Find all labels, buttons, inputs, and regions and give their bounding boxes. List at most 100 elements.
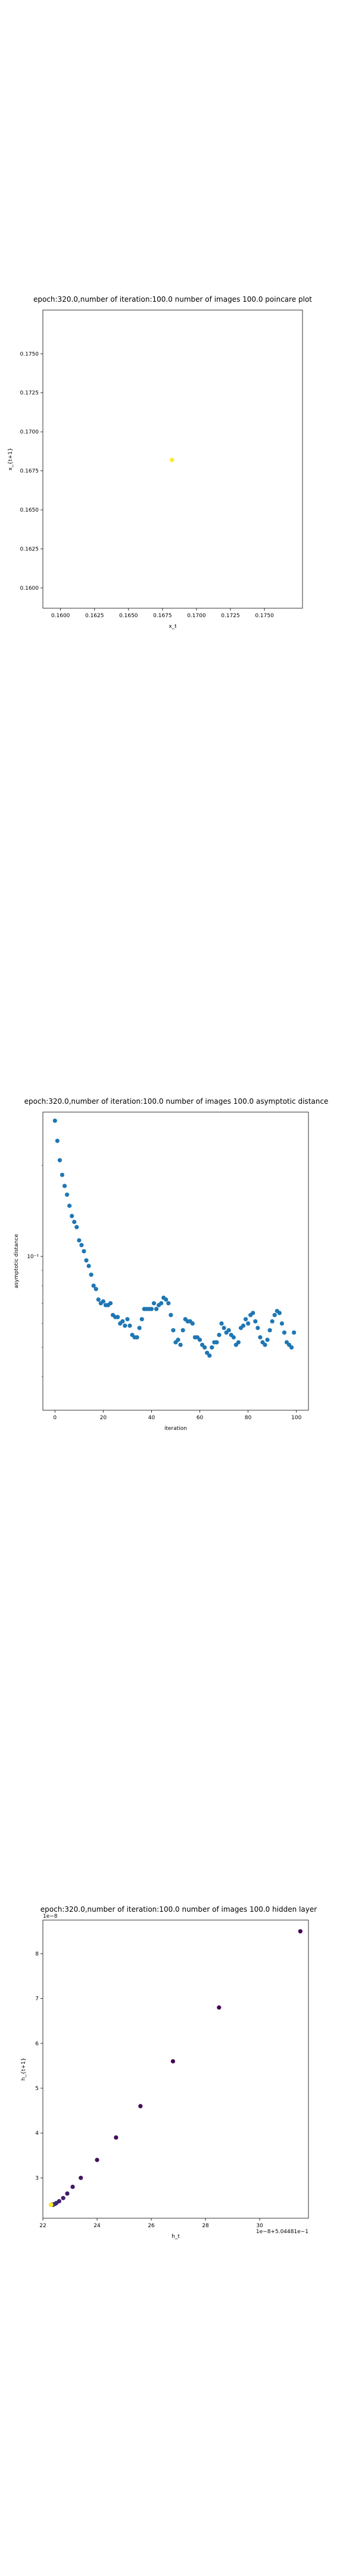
data-point — [70, 1213, 74, 1218]
x-tick-label: 60 — [197, 1415, 204, 1421]
data-point — [151, 1301, 157, 1306]
data-point — [93, 1287, 98, 1292]
data-point — [67, 1203, 72, 1208]
data-point — [255, 1326, 260, 1330]
data-point — [95, 2157, 99, 2162]
data-point — [277, 1311, 282, 1315]
data-point — [70, 2184, 75, 2189]
y-tick-label: 0.1600 — [20, 586, 39, 592]
data-point — [86, 1264, 91, 1268]
data-point — [178, 1342, 183, 1347]
y-tick-label: 0.1700 — [20, 429, 39, 435]
data-point — [298, 1929, 303, 1934]
y-tick-label: 4 — [35, 2131, 39, 2137]
data-point — [116, 1315, 120, 1320]
data-point — [79, 2175, 83, 2180]
data-point — [267, 1328, 272, 1333]
data-point — [127, 1323, 132, 1328]
data-point — [263, 1342, 267, 1347]
data-point — [52, 1118, 57, 1123]
data-point — [210, 1345, 214, 1350]
data-point — [84, 1258, 89, 1263]
data-point — [243, 1317, 248, 1321]
data-point — [270, 1319, 275, 1324]
data-point — [114, 2135, 119, 2140]
y-tick-label: 5 — [35, 2086, 39, 2092]
data-point — [180, 1328, 185, 1333]
data-point — [176, 1337, 180, 1342]
y-axis-label: h_{t+1} — [21, 2058, 27, 2080]
data-point — [205, 1351, 210, 1355]
x-tick-label: 0.1600 — [51, 613, 70, 619]
x-tick-label: 0.1625 — [85, 613, 104, 619]
data-point — [207, 1353, 212, 1358]
x-tick-label: 0.1725 — [221, 613, 240, 619]
y-tick-label: 3 — [35, 2175, 39, 2181]
data-point — [190, 1321, 195, 1326]
chart-title: epoch:320.0,number of iteration:100.0 nu… — [40, 1905, 317, 1914]
plot-frame — [42, 309, 303, 609]
data-point — [138, 2104, 143, 2109]
y-tick-label: 0.1650 — [20, 507, 39, 513]
data-point — [231, 1335, 236, 1340]
data-point — [241, 1323, 246, 1328]
plot-frame — [42, 1111, 309, 1411]
y-tick-label: 6 — [35, 2041, 39, 2047]
data-point — [125, 1317, 130, 1321]
x-tick-label: 30 — [256, 2223, 263, 2229]
x-tick-label: 0 — [53, 1415, 57, 1421]
y-tick-label: 0.1625 — [20, 547, 39, 553]
data-point — [135, 1335, 139, 1340]
x-tick-label: 26 — [148, 2223, 155, 2229]
x-tick-label: 20 — [100, 1415, 107, 1421]
poincare-plot-chart: epoch:320.0,number of iteration:100.0 nu… — [8, 295, 312, 630]
y-offset-text: 1e−8 — [43, 1914, 58, 1919]
data-point — [202, 1345, 207, 1350]
chart-title: epoch:320.0,number of iteration:100.0 nu… — [24, 1097, 329, 1106]
x-tick-label: 0.1700 — [187, 613, 206, 619]
data-point — [139, 1317, 144, 1321]
data-point — [272, 1312, 277, 1317]
asymptotic-distance-chart: epoch:320.0,number of iteration:100.0 nu… — [14, 1097, 329, 1432]
plot-frame — [42, 1919, 309, 2219]
data-point — [61, 2196, 66, 2200]
x-tick-label: 0.1650 — [119, 613, 138, 619]
y-tick-label: 7 — [35, 1996, 39, 2002]
x-axis-label: h_t — [172, 2234, 180, 2240]
data-point — [222, 1326, 226, 1330]
data-point — [137, 1326, 142, 1330]
data-point — [149, 1306, 154, 1311]
y-axis-label: asymptotic distance — [14, 1234, 20, 1288]
x-tick-label: 22 — [39, 2223, 46, 2229]
x-axis-label: iteration — [164, 1426, 187, 1432]
chart-title: epoch:320.0,number of iteration:100.0 nu… — [33, 295, 312, 304]
x-tick-label: 40 — [148, 1415, 155, 1421]
data-point — [154, 1306, 159, 1311]
data-point — [236, 1340, 241, 1345]
data-point — [65, 2191, 70, 2196]
data-point — [289, 1345, 294, 1350]
data-point — [62, 1184, 67, 1188]
x-tick-label: 24 — [93, 2223, 101, 2229]
data-point — [57, 1158, 62, 1163]
x-tick-label: 28 — [202, 2223, 209, 2229]
data-point — [217, 1333, 222, 1337]
x-tick-label: 80 — [245, 1415, 252, 1421]
data-point — [197, 1337, 202, 1342]
y-axis-label: x_{t+1} — [8, 448, 14, 470]
data-point — [170, 2059, 176, 2064]
data-point — [120, 1319, 125, 1324]
data-point — [282, 1330, 287, 1335]
data-point — [171, 1328, 176, 1333]
data-point — [159, 1301, 164, 1306]
x-offset-text: 1e−8+5.04481e−1 — [256, 2229, 308, 2235]
x-tick-label: 100 — [291, 1415, 301, 1421]
data-point — [265, 1337, 270, 1342]
x-axis-label: x_t — [169, 624, 177, 630]
data-point — [164, 1297, 169, 1302]
data-point — [79, 1243, 84, 1247]
y-tick-label: 10⁻¹ — [27, 1254, 39, 1260]
data-point — [258, 1335, 263, 1340]
data-point — [292, 1330, 297, 1335]
hidden-layer-chart: epoch:320.0,number of iteration:100.0 nu… — [21, 1905, 317, 2240]
